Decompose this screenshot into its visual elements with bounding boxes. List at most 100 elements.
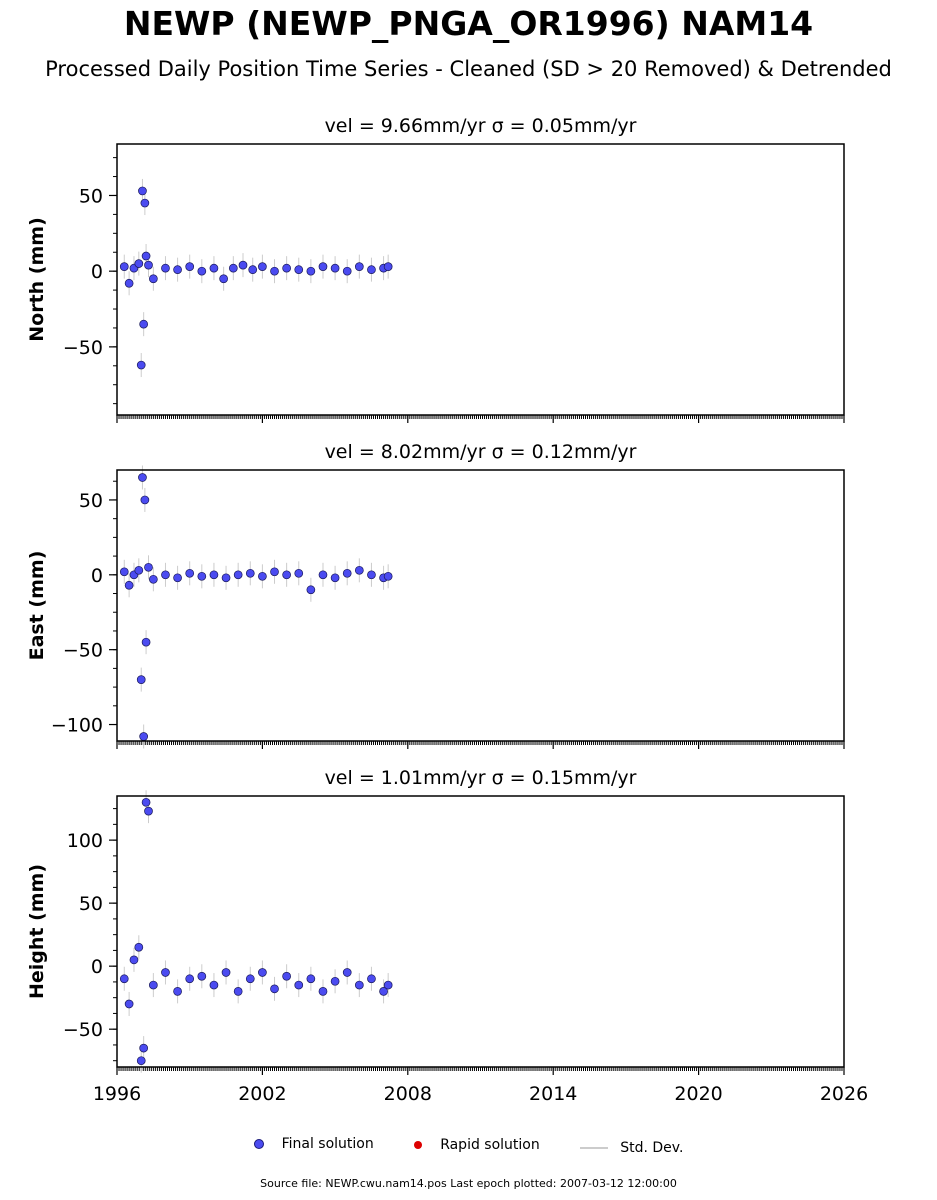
data-point xyxy=(138,473,147,482)
data-point xyxy=(139,732,149,741)
data-point xyxy=(221,573,231,583)
panel-title: vel = 9.66mm/yr σ = 0.05mm/yr xyxy=(325,115,637,137)
panel-title: vel = 1.01mm/yr σ = 0.15mm/yr xyxy=(325,767,637,789)
y-tick-label: 0 xyxy=(91,261,103,283)
data-point xyxy=(282,570,291,580)
data-point xyxy=(354,565,364,575)
data-point xyxy=(141,797,151,807)
data-point xyxy=(124,278,134,288)
legend-item-std: Std. Dev. xyxy=(580,1140,683,1156)
data-point xyxy=(258,968,267,977)
data-point xyxy=(144,562,153,572)
x-tick-label: 2002 xyxy=(238,1083,286,1105)
data-point xyxy=(144,806,153,816)
data-point xyxy=(197,571,207,581)
data-point xyxy=(318,570,328,580)
legend-std-label: Std. Dev. xyxy=(620,1140,684,1156)
data-point xyxy=(209,570,219,580)
data-point xyxy=(330,573,340,583)
data-point xyxy=(383,571,393,581)
data-point xyxy=(119,974,129,984)
data-point xyxy=(342,968,352,977)
data-point xyxy=(228,263,238,273)
data-point xyxy=(134,942,144,952)
legend-final-marker xyxy=(253,1139,264,1149)
legend-std-line xyxy=(580,1147,609,1149)
data-point xyxy=(282,263,291,273)
data-point xyxy=(185,568,195,578)
legend: Final solution Rapid solution Std. Dev. xyxy=(0,1136,937,1156)
data-point xyxy=(245,974,255,984)
data-point xyxy=(306,266,316,276)
data-point xyxy=(383,262,393,271)
data-point xyxy=(161,968,170,977)
data-point xyxy=(233,987,243,996)
data-point xyxy=(173,265,182,275)
data-point xyxy=(270,984,279,994)
data-point xyxy=(330,976,340,986)
data-point xyxy=(354,262,364,271)
x-tick-label: 2026 xyxy=(820,1083,868,1105)
data-point xyxy=(134,259,144,268)
data-point xyxy=(149,980,158,990)
y-tick-label: −50 xyxy=(63,640,103,662)
y-tick-label: 100 xyxy=(67,830,103,852)
data-point xyxy=(136,1056,146,1066)
x-tick-label: 2008 xyxy=(384,1083,432,1105)
x-tick-label: 2020 xyxy=(674,1083,722,1105)
data-point xyxy=(197,971,207,981)
data-point xyxy=(318,262,328,271)
data-point xyxy=(354,980,364,990)
data-point xyxy=(330,263,340,273)
data-point xyxy=(134,565,144,575)
legend-item-rapid: Rapid solution xyxy=(414,1137,540,1153)
data-point xyxy=(173,987,182,996)
data-point xyxy=(294,980,304,990)
data-point xyxy=(367,974,376,984)
y-tick-label: 50 xyxy=(79,490,103,512)
data-point xyxy=(294,265,304,275)
data-point xyxy=(306,974,316,984)
page-subtitle: Processed Daily Position Time Series - C… xyxy=(45,57,892,81)
plot-frame xyxy=(116,469,845,742)
data-point xyxy=(248,265,258,275)
data-point xyxy=(139,1043,149,1053)
data-point xyxy=(221,968,231,977)
y-tick-label: 0 xyxy=(91,565,103,587)
plot-frame xyxy=(116,143,845,416)
data-point xyxy=(139,319,149,329)
data-point xyxy=(233,570,243,580)
data-point xyxy=(342,568,352,578)
data-point xyxy=(149,274,158,284)
data-point xyxy=(379,987,388,996)
data-point xyxy=(270,567,279,577)
data-point xyxy=(161,570,170,580)
data-point xyxy=(149,574,158,584)
data-point xyxy=(124,999,134,1009)
legend-item-final: Final solution xyxy=(253,1136,374,1152)
y-tick-label: 50 xyxy=(79,893,103,915)
data-point xyxy=(173,573,182,583)
data-point xyxy=(258,571,267,581)
data-point xyxy=(161,263,170,273)
legend-rapid-marker xyxy=(414,1141,423,1149)
y-tick-label: −100 xyxy=(51,715,103,737)
data-point xyxy=(197,266,207,276)
data-point xyxy=(219,274,228,284)
footer-source: Source file: NEWP.cwu.nam14.pos Last epo… xyxy=(260,1177,677,1190)
data-point xyxy=(144,260,153,270)
data-point xyxy=(318,987,328,996)
data-point xyxy=(185,262,195,271)
y-tick-label: −50 xyxy=(63,337,103,359)
y-tick-label: 0 xyxy=(91,956,103,978)
x-tick-label: 1996 xyxy=(93,1083,141,1105)
x-tick-label: 2014 xyxy=(529,1083,577,1105)
data-point xyxy=(140,495,150,505)
data-point xyxy=(258,262,267,271)
data-point xyxy=(136,360,146,370)
page-title: NEWP (NEWP_PNGA_OR1996) NAM14 xyxy=(123,4,814,43)
data-point xyxy=(138,186,147,196)
data-point xyxy=(342,266,352,276)
data-point xyxy=(306,585,316,595)
